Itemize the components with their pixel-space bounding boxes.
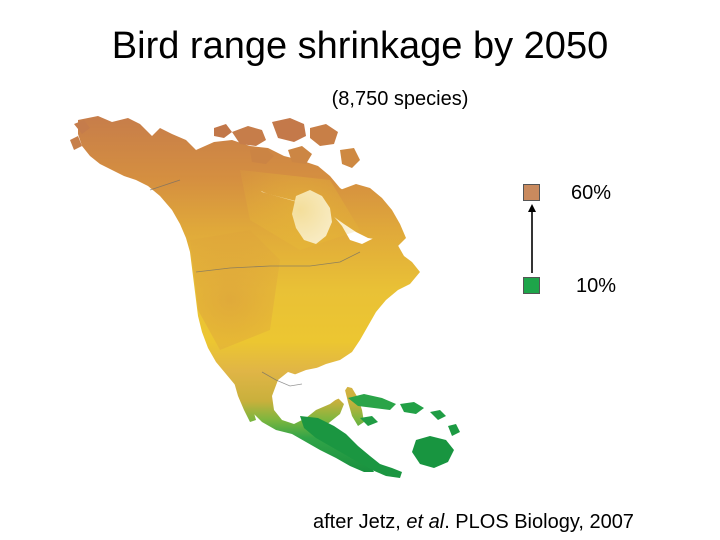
legend-arrow-icon [528,204,536,273]
slide-subtitle: (8,750 species) [331,88,469,110]
slide-title: Bird range shrinkage by 2050 [111,25,609,67]
citation: after Jetz, et al. PLOS Biology, 2007 [313,509,634,535]
political-borders [149,179,361,387]
caribbean-islands [348,394,460,468]
legend-label-low: 10% [576,275,617,297]
citation-suffix: . PLOS Biology, 2007 [444,511,634,533]
citation-italic: et al [406,511,445,533]
north-america-landmass [78,116,420,478]
legend-swatch-high [523,184,540,201]
legend-swatch-low [523,277,540,294]
legend-label-high: 60% [571,182,612,204]
citation-prefix: after Jetz, [313,511,407,533]
arctic-islands [70,118,360,168]
